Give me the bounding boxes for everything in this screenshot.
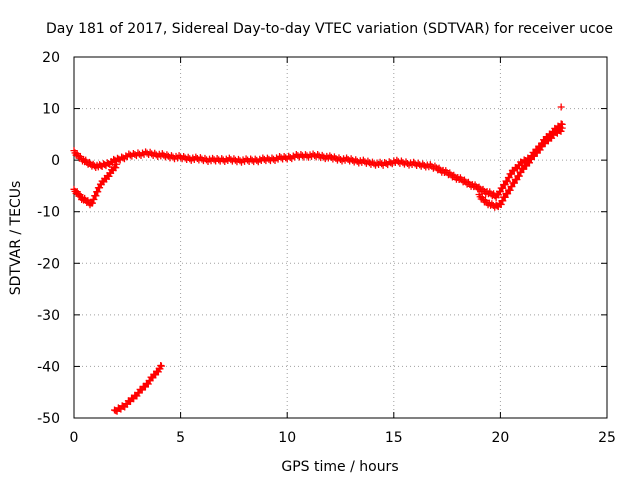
data-point <box>364 157 372 165</box>
data-point <box>496 188 504 196</box>
data-point <box>501 181 509 189</box>
y-tick-label: 20 <box>42 50 60 66</box>
data-point <box>505 174 513 182</box>
data-point <box>397 157 405 165</box>
data-point <box>368 158 376 166</box>
data-point <box>416 161 424 169</box>
data-point <box>143 149 151 157</box>
data-point <box>330 153 338 161</box>
data-point <box>343 154 351 162</box>
data-point <box>419 160 427 168</box>
data-point <box>177 153 185 161</box>
data-point <box>184 153 192 161</box>
y-tick-label: 10 <box>42 102 60 118</box>
data-point <box>163 151 171 159</box>
data-point <box>175 152 183 160</box>
series-main-track <box>70 120 566 202</box>
y-tick-label: -40 <box>37 359 60 375</box>
x-tick-label: 5 <box>176 430 185 446</box>
data-point <box>557 127 565 135</box>
data-point <box>410 158 418 166</box>
plot-frame <box>73 56 608 419</box>
data-point <box>347 155 355 163</box>
data-point <box>557 103 565 111</box>
data-point <box>390 157 398 165</box>
y-axis-label: SDTVAR / TECUs <box>8 181 24 296</box>
data-point <box>414 159 422 167</box>
data-point <box>504 190 512 198</box>
data-points <box>70 103 566 415</box>
data-point <box>373 159 381 167</box>
data-point <box>88 199 96 207</box>
data-point <box>506 186 514 194</box>
data-point <box>513 176 521 184</box>
data-point <box>393 156 401 164</box>
data-point <box>402 158 410 166</box>
x-tick-label: 25 <box>598 430 616 446</box>
series-isolated-point <box>557 103 565 111</box>
data-point <box>198 155 206 163</box>
series-outlier-segment <box>111 362 165 415</box>
data-point <box>352 156 360 164</box>
series-lower-track-start <box>70 160 121 209</box>
data-point <box>181 154 189 162</box>
data-point <box>394 158 402 166</box>
data-point <box>399 159 407 167</box>
data-point <box>340 155 348 163</box>
data-point <box>158 150 166 158</box>
axis-ticks: 0 5 10 15 20 25 -50 -40 -30 -20 -10 0 10 20 <box>37 50 616 446</box>
grid <box>74 57 607 418</box>
x-tick-label: 10 <box>278 430 296 446</box>
data-point <box>146 148 154 156</box>
data-point <box>154 368 162 376</box>
x-tick-label: 20 <box>491 430 509 446</box>
data-point <box>314 151 322 159</box>
y-tick-label: 0 <box>51 153 60 169</box>
data-point <box>157 362 165 370</box>
y-tick-label: -20 <box>37 256 60 272</box>
data-point <box>172 152 180 160</box>
data-point <box>515 172 523 180</box>
data-point <box>335 154 343 162</box>
data-point <box>499 184 507 192</box>
y-tick-label: -30 <box>37 308 60 324</box>
y-tick-label: -10 <box>37 205 60 221</box>
data-point <box>169 153 177 161</box>
chart-title: Day 181 of 2017, Sidereal Day-to-day VTE… <box>46 21 613 37</box>
data-point <box>90 196 98 204</box>
data-point <box>196 154 204 162</box>
data-point <box>411 160 419 168</box>
data-point <box>501 193 509 201</box>
data-point <box>558 124 566 132</box>
data-point <box>504 177 512 185</box>
x-axis-label: GPS time / hours <box>281 459 398 475</box>
data-point <box>164 152 172 160</box>
data-point <box>497 200 505 208</box>
data-point <box>510 179 518 187</box>
data-point <box>318 151 326 159</box>
data-point <box>337 155 344 163</box>
x-tick-label: 15 <box>385 430 403 446</box>
data-point <box>202 156 210 164</box>
data-point <box>326 152 334 160</box>
series-lower-track-end <box>475 124 566 211</box>
data-point <box>113 160 121 168</box>
data-point <box>359 156 367 164</box>
data-point <box>180 152 188 160</box>
y-tick-label: -50 <box>37 411 60 427</box>
data-point <box>344 155 352 163</box>
data-point <box>167 152 175 160</box>
data-point <box>112 164 120 172</box>
data-point <box>151 149 159 157</box>
data-point <box>201 154 209 162</box>
x-tick-label: 0 <box>70 430 79 446</box>
data-point <box>508 183 516 191</box>
data-point <box>499 197 507 205</box>
data-point <box>370 160 378 168</box>
